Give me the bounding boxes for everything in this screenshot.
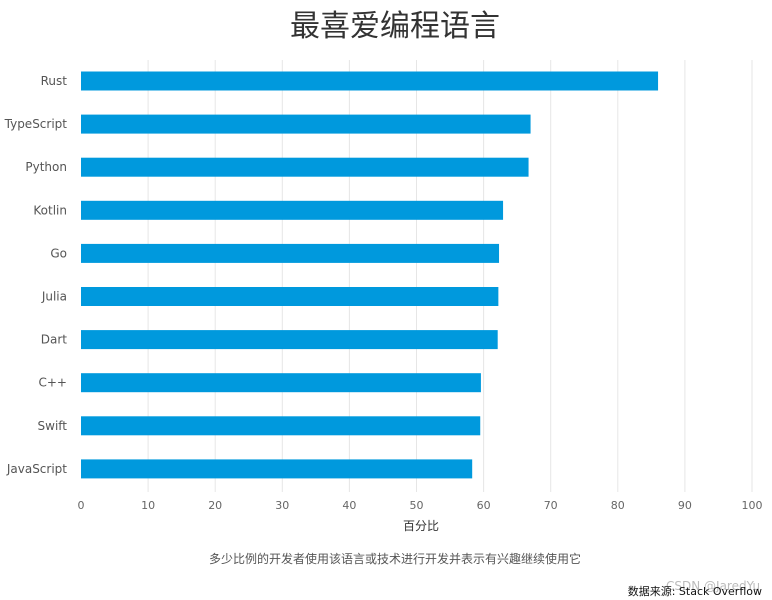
bar-python [81,157,529,177]
category-label: Go [50,246,67,260]
x-tick-label: 20 [208,499,222,512]
x-tick-label: 80 [611,499,625,512]
category-label: Rust [41,74,68,88]
category-label: Dart [41,333,68,347]
bar-dart [81,330,498,350]
watermark: CSDN @JaredYu [666,579,760,593]
bar-kotlin [81,200,504,220]
category-label: Python [25,160,67,174]
category-labels: Rust TypeScript Python Kotlin Go Julia Dart C++… [4,74,68,476]
category-label: Kotlin [33,203,67,217]
bars [81,71,659,479]
category-label: Swift [38,419,68,433]
x-axis-title: 百分比 [403,519,439,533]
x-tick-label: 100 [742,499,763,512]
bar-swift [81,416,481,436]
x-tick-label: 70 [544,499,558,512]
x-tick-label: 30 [275,499,289,512]
x-tick-label: 10 [141,499,155,512]
chart-title: 最喜爱编程语言 [290,9,500,44]
source-note: 数据来源: Stack Overflow [628,584,762,598]
x-tick-label: 90 [678,499,692,512]
bar-typescript [81,114,531,134]
bar-go [81,243,500,263]
footnote: 多少比例的开发者使用该语言或技术进行开发并表示有兴趣继续使用它 [209,551,581,566]
category-label: JavaScript [6,462,67,476]
bar-javascript [81,459,473,479]
category-label: TypeScript [4,117,68,131]
x-tick-label: 50 [410,499,424,512]
x-tick-label: 40 [342,499,356,512]
bar-rust [81,71,659,91]
category-label: Julia [41,290,67,304]
x-tick-label: 0 [78,499,85,512]
bar-julia [81,287,499,306]
bar-c- [81,373,481,393]
x-axis-ticks: 0 10 20 30 40 50 60 70 80 90 100 [78,499,763,512]
x-tick-label: 60 [477,499,491,512]
category-label: C++ [39,376,68,390]
